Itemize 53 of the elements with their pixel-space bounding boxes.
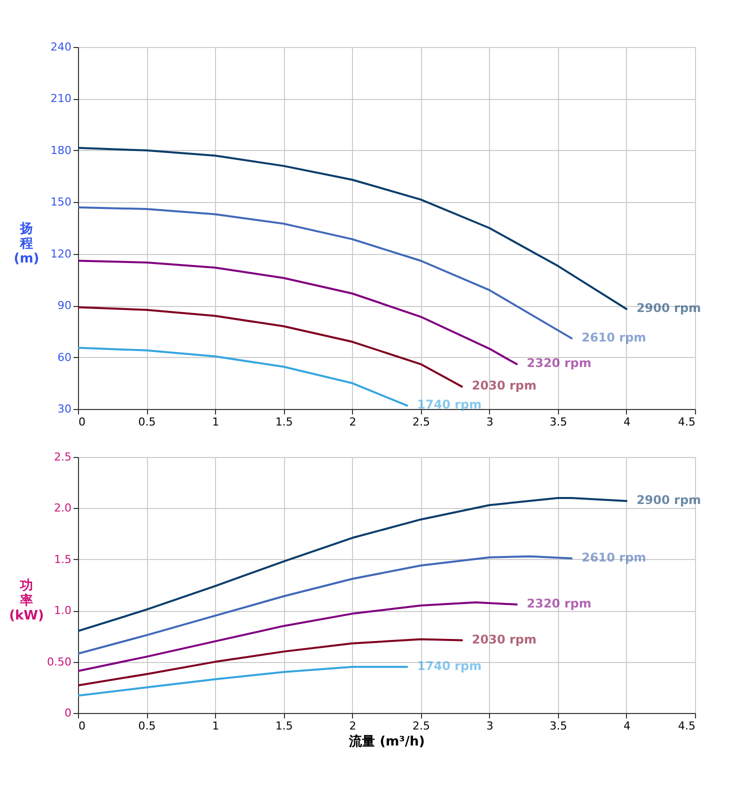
y-tick-label: 210 (50, 92, 72, 106)
x-tick-label: 0.5 (138, 720, 156, 732)
x-tick-label: 3 (486, 720, 494, 732)
line-series (78, 666, 408, 697)
x-tick-label: 4 (623, 720, 630, 732)
y-tick-label: 150 (50, 196, 72, 209)
series-label: 1740 rpm (417, 658, 482, 673)
x-tick-label: 2 (349, 720, 356, 732)
line-series (78, 146, 628, 310)
y-tick-label: 1.0 (54, 604, 72, 618)
x-tick-label: 1.5 (275, 416, 293, 428)
series-label: 1740 rpm (417, 398, 482, 412)
y-tick-label: 0.50 (47, 655, 72, 668)
series-label: 2900 rpm (636, 301, 702, 316)
y-tick-label: 1.5 (54, 552, 72, 566)
line-series (78, 346, 408, 407)
y-axis-title: 扬程 (m) (14, 222, 40, 266)
x-tick-label: 4.5 (678, 720, 696, 732)
x-tick-label: 2.5 (412, 720, 430, 732)
y-tick-label: 0 (64, 706, 72, 720)
line-series (78, 206, 573, 340)
x-tick-label: 3.5 (550, 416, 568, 428)
x-tick-label: 1.5 (275, 720, 293, 732)
y-tick-label: 30 (58, 402, 72, 416)
x-tick-label: 2.5 (412, 416, 430, 428)
series-label: 2610 rpm (582, 330, 646, 344)
x-tick-label: 1 (212, 416, 220, 428)
y-tick-label: 2.0 (54, 502, 72, 515)
line-series (78, 306, 463, 388)
y-tick-label: 2.5 (54, 450, 72, 464)
x-tick-label: 2 (349, 416, 356, 428)
x-tick-label: 0.5 (138, 416, 156, 428)
series-label: 2030 rpm (472, 632, 537, 646)
series-label: 2320 rpm (526, 356, 592, 370)
x-tick-label: 4 (623, 416, 630, 428)
series-label: 2320 rpm (526, 596, 592, 610)
series-label: 2900 rpm (636, 493, 702, 508)
x-tick-label: 1 (212, 720, 220, 732)
y-tick-label: 60 (58, 350, 72, 364)
y-axis-title: 功率 (kW) (9, 578, 44, 624)
x-tick-label: 0 (78, 720, 86, 732)
x-tick-label: 4.5 (678, 416, 696, 428)
series-label: 2030 rpm (472, 378, 537, 393)
x-tick-label: 0 (78, 416, 86, 428)
y-tick-label: 180 (50, 144, 72, 157)
y-tick-label: 240 (50, 40, 72, 54)
y-tick-label: 90 (58, 299, 72, 312)
x-tick-label: 3.5 (550, 720, 568, 732)
y-tick-label: 120 (50, 247, 72, 260)
x-axis-title: 流量 (m³/h) (348, 734, 425, 750)
x-tick-label: 3 (486, 416, 494, 428)
series-label: 2610 rpm (582, 550, 646, 564)
line-series (78, 260, 518, 366)
